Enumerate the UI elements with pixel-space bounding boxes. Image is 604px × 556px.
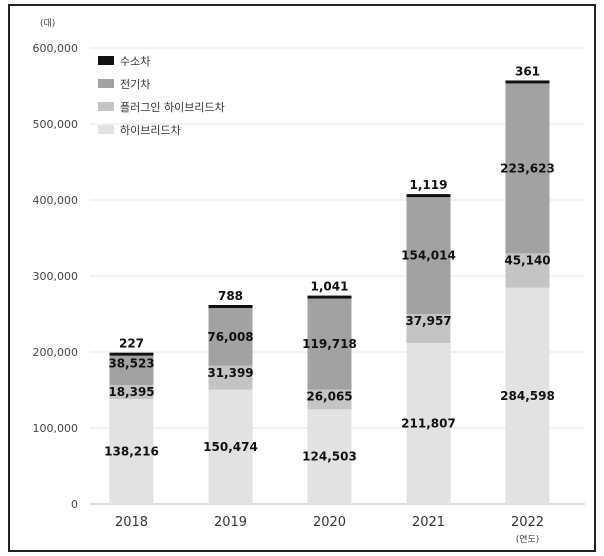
data-label: 119,718	[302, 337, 357, 351]
legend-label: 수소차	[120, 55, 150, 68]
data-label: 124,503	[302, 450, 357, 464]
y-tick-label: 100,000	[33, 422, 79, 435]
data-label: 37,957	[405, 314, 451, 328]
bar-segment	[505, 80, 550, 84]
x-tick-label: 2018	[115, 515, 148, 530]
data-label: 788	[218, 289, 243, 303]
data-label: 18,395	[108, 385, 154, 399]
bar-segment	[307, 295, 352, 299]
data-label: 138,216	[104, 444, 159, 458]
bar-segment	[307, 409, 352, 504]
y-tick-label: 600,000	[33, 42, 79, 55]
data-label: 227	[119, 337, 144, 351]
legend-label: 플러그인 하이브리드차	[120, 100, 225, 114]
data-label: 154,014	[401, 249, 456, 263]
data-label: 1,041	[311, 280, 349, 294]
data-label: 223,623	[500, 161, 555, 175]
x-axis: 2018 2019 2020 2021 2022	[115, 515, 544, 530]
bar-segment	[208, 305, 253, 309]
y-tick-label: 200,000	[33, 346, 79, 359]
data-label: 38,523	[108, 357, 154, 371]
x-tick-label: 2022	[511, 515, 544, 530]
legend-label: 전기차	[120, 78, 150, 91]
bar-segment	[505, 287, 550, 504]
x-tick-label: 2020	[313, 515, 346, 530]
y-tick-label: 300,000	[33, 270, 79, 283]
y-tick-label: 400,000	[33, 194, 79, 207]
x-tick-label: 2021	[412, 515, 445, 530]
bar-segment	[109, 352, 154, 356]
stacked-bar-chart: 0 100,000 200,000 300,000 400,000 500,000 600,…	[33, 18, 585, 545]
bar-segment	[307, 298, 352, 390]
data-label: 26,065	[306, 390, 352, 404]
legend-swatch	[98, 56, 114, 65]
bar-segment	[307, 389, 352, 410]
data-labels: 138,216 18,395 38,523 227 150,474 31,399 76,00…	[104, 64, 555, 463]
bars	[109, 80, 550, 504]
bar-segment	[406, 197, 451, 315]
x-tick-label: 2019	[214, 515, 247, 530]
data-label: 361	[515, 64, 540, 78]
bar-segment	[505, 83, 550, 254]
legend-swatch	[98, 102, 114, 111]
y-tick-label: 500,000	[33, 118, 79, 131]
chart-frame: 0 100,000 200,000 300,000 400,000 500,000 600,…	[8, 4, 596, 552]
legend-swatch	[98, 79, 114, 88]
data-label: 45,140	[504, 253, 550, 267]
bar-segment	[208, 365, 253, 390]
data-label: 31,399	[207, 366, 253, 380]
data-label: 211,807	[401, 417, 456, 431]
data-label: 1,119	[410, 178, 448, 192]
bar-segment	[406, 343, 451, 504]
bar-segment	[109, 355, 154, 385]
bar-segment	[208, 308, 253, 366]
bar-segment	[208, 389, 253, 504]
legend-label: 하이브리드차	[120, 123, 181, 137]
bar-segment	[505, 253, 550, 288]
x-unit-label: (연도)	[516, 534, 540, 545]
bar-segment	[406, 314, 451, 344]
legend-swatch	[98, 125, 114, 134]
data-label: 150,474	[203, 440, 258, 454]
data-label: 284,598	[500, 389, 555, 403]
data-label: 76,008	[207, 330, 253, 344]
bar-segment	[109, 384, 154, 399]
bar-segment	[109, 398, 154, 504]
y-axis: 0 100,000 200,000 300,000 400,000 500,000 600,…	[33, 42, 79, 511]
y-unit-label: (대)	[40, 18, 55, 29]
y-tick-label: 0	[71, 498, 78, 511]
bar-segment	[406, 194, 451, 198]
